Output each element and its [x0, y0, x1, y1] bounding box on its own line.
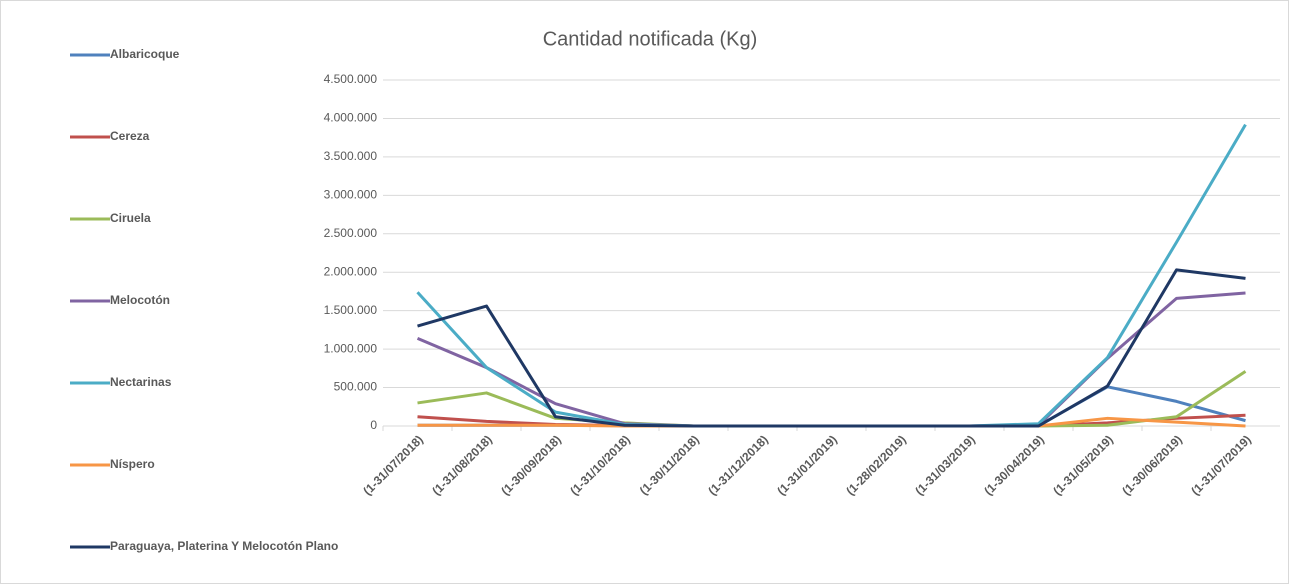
series-line [417, 268, 1246, 428]
y-tick-label: 1.000.000 [324, 341, 378, 355]
legend-label: Cereza [110, 129, 150, 143]
y-tick-label: 0 [370, 418, 377, 432]
legend-label: Melocotón [110, 293, 170, 307]
y-tick-label: 2.000.000 [324, 264, 378, 278]
y-tick-label: 4.500.000 [324, 72, 378, 86]
y-tick-label: 3.500.000 [324, 149, 378, 163]
legend-label: Paraguaya, Platerina Y Melocotón Plano [110, 539, 338, 553]
y-tick-label: 1.500.000 [324, 303, 378, 317]
legend-label: Nectarinas [110, 375, 172, 389]
legend-label: Albaricoque [110, 47, 180, 61]
legend-label: Níspero [110, 457, 155, 471]
y-tick-label: 4.000.000 [324, 111, 378, 125]
legend-label: Ciruela [110, 211, 151, 225]
chart-title: Cantidad notificada (Kg) [543, 28, 758, 50]
y-tick-label: 2.500.000 [324, 226, 378, 240]
y-tick-label: 500.000 [334, 380, 378, 394]
y-tick-label: 3.000.000 [324, 188, 378, 202]
